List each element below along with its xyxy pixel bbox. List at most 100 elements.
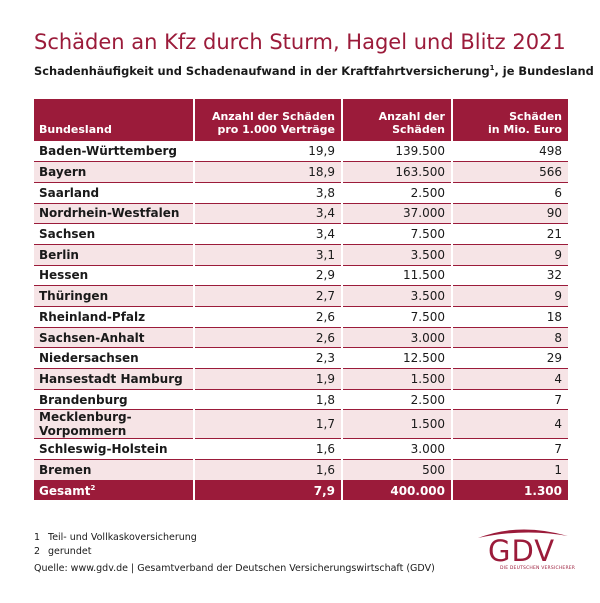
header-c3-line1: Schäden <box>509 110 562 123</box>
cell-value-2: 11.500 <box>341 265 452 287</box>
table-footer: Gesamt2 7,9 400.000 1.300 <box>34 480 568 501</box>
cell-value-1: 3,4 <box>193 223 342 245</box>
subtitle-text: Schadenhäufigkeit und Schadenaufwand in … <box>34 64 490 78</box>
cell-value-1: 1,6 <box>193 459 342 481</box>
total-footnote-ref: 2 <box>90 483 96 492</box>
footnote-2: 2 gerundet <box>34 545 197 559</box>
cell-bundesland: Berlin <box>34 244 194 266</box>
header-c2-line2: Schäden <box>392 123 445 136</box>
footnote-1: 1 Teil- und Vollkaskoversicherung <box>34 531 197 545</box>
cell-bundesland: Saarland <box>34 182 194 204</box>
table-row: Hessen 2,9 11.500 32 <box>34 265 568 287</box>
cell-bundesland: Bayern <box>34 161 194 183</box>
cell-value-1: 2,3 <box>193 347 342 370</box>
footnotes: 1 Teil- und Vollkaskoversicherung 2 gerund… <box>34 531 197 559</box>
total-row: Gesamt2 7,9 400.000 1.300 <box>34 480 568 501</box>
cell-value-2: 500 <box>341 459 452 481</box>
cell-value-1: 1,7 <box>193 409 342 440</box>
cell-value-2: 2.500 <box>341 389 452 411</box>
cell-bundesland: Niedersachsen <box>34 347 194 370</box>
footnote-1-num: 1 <box>34 532 41 543</box>
cell-value-1: 3,1 <box>193 244 342 266</box>
cell-bundesland: Baden-Württemberg <box>34 141 194 163</box>
subtitle-suffix: , je Bundesland <box>494 64 594 78</box>
cell-value-2: 139.500 <box>341 141 452 163</box>
table-header: Bundesland Anzahl der Schäden pro 1.000 V… <box>34 99 568 141</box>
cell-bundesland: Hessen <box>34 265 194 287</box>
cell-value-3: 6 <box>451 182 568 204</box>
cell-value-2: 2.500 <box>341 182 452 204</box>
cell-value-1: 2,9 <box>193 265 342 287</box>
cell-value-1: 18,9 <box>193 161 342 183</box>
cell-value-3: 498 <box>451 141 568 163</box>
header-c1-line2: pro 1.000 Verträge <box>217 123 335 136</box>
cell-value-3: 29 <box>451 347 568 370</box>
cell-value-3: 9 <box>451 285 568 307</box>
cell-value-1: 2,6 <box>193 327 342 349</box>
table-body: Baden-Württemberg 19,9 139.500 498 Bayern 18,… <box>34 141 568 481</box>
header-schaeden-mio-euro: Schäden in Mio. Euro <box>451 99 568 141</box>
footnote-2-num: 2 <box>34 546 41 557</box>
total-c3: 1.300 <box>451 480 568 501</box>
cell-value-2: 163.500 <box>341 161 452 183</box>
gdv-logo-text: GDV <box>488 534 556 568</box>
total-label-cell: Gesamt2 <box>34 480 194 501</box>
cell-bundesland: Rheinland-Pfalz <box>34 306 194 328</box>
gdv-logo-subtext: DIE DEUTSCHEN VERSICHERER <box>500 566 576 571</box>
cell-value-1: 1,9 <box>193 368 342 390</box>
table-row: Saarland 3,8 2.500 6 <box>34 182 568 204</box>
cell-bundesland: Sachsen-Anhalt <box>34 327 194 349</box>
cell-value-2: 3.500 <box>341 244 452 266</box>
cell-value-1: 1,8 <box>193 389 342 411</box>
cell-value-3: 18 <box>451 306 568 328</box>
cell-value-1: 19,9 <box>193 141 342 163</box>
cell-value-1: 2,6 <box>193 306 342 328</box>
page-subtitle: Schadenhäufigkeit und Schadenaufwand in … <box>34 64 594 78</box>
footnote-1-text: Teil- und Vollkaskoversicherung <box>48 532 197 543</box>
cell-value-2: 7.500 <box>341 306 452 328</box>
cell-bundesland: Thüringen <box>34 285 194 307</box>
table-row: Mecklenburg-Vorpommern 1,7 1.500 4 <box>34 409 568 440</box>
cell-value-2: 7.500 <box>341 223 452 245</box>
cell-value-3: 4 <box>451 409 568 440</box>
total-c1: 7,9 <box>193 480 342 501</box>
source-line: Quelle: www.gdv.de | Gesamtverband der D… <box>34 563 435 574</box>
cell-bundesland: Hansestadt Hamburg <box>34 368 194 390</box>
cell-bundesland: Brandenburg <box>34 389 194 411</box>
cell-value-3: 32 <box>451 265 568 287</box>
cell-value-3: 7 <box>451 389 568 411</box>
table-row: Thüringen 2,7 3.500 9 <box>34 285 568 307</box>
header-bundesland: Bundesland <box>34 99 194 141</box>
data-table: Bundesland Anzahl der Schäden pro 1.000 V… <box>34 99 568 501</box>
header-row: Bundesland Anzahl der Schäden pro 1.000 V… <box>34 99 568 141</box>
cell-value-3: 566 <box>451 161 568 183</box>
cell-bundesland: Schleswig-Holstein <box>34 438 194 461</box>
cell-value-3: 7 <box>451 438 568 461</box>
header-c3-line2: in Mio. Euro <box>487 123 562 136</box>
cell-value-3: 90 <box>451 203 568 225</box>
cell-value-2: 3.500 <box>341 285 452 307</box>
table-row: Baden-Württemberg 19,9 139.500 498 <box>34 141 568 163</box>
total-c2: 400.000 <box>341 480 452 501</box>
cell-bundesland: Nordrhein-Westfalen <box>34 203 194 225</box>
cell-bundesland: Mecklenburg-Vorpommern <box>34 409 194 440</box>
gdv-logo-swoosh <box>478 529 568 538</box>
cell-value-1: 3,8 <box>193 182 342 204</box>
cell-value-2: 3.000 <box>341 327 452 349</box>
cell-value-2: 37.000 <box>341 203 452 225</box>
table-row: Sachsen-Anhalt 2,6 3.000 8 <box>34 327 568 349</box>
total-label: Gesamt <box>39 483 91 498</box>
cell-bundesland: Bremen <box>34 459 194 481</box>
cell-value-2: 3.000 <box>341 438 452 461</box>
subtitle-footnote-ref: 1 <box>489 64 495 73</box>
header-schaeden-pro-vertraege: Anzahl der Schäden pro 1.000 Verträge <box>193 99 342 141</box>
cell-value-1: 3,4 <box>193 203 342 225</box>
table-row: Bremen 1,6 500 1 <box>34 459 568 481</box>
header-c2-line1: Anzahl der <box>378 110 445 123</box>
cell-value-3: 8 <box>451 327 568 349</box>
table-row: Rheinland-Pfalz 2,6 7.500 18 <box>34 306 568 328</box>
cell-value-2: 12.500 <box>341 347 452 370</box>
table-row: Schleswig-Holstein 1,6 3.000 7 <box>34 438 568 461</box>
header-c1-line1: Anzahl der Schäden <box>211 110 335 123</box>
table-row: Nordrhein-Westfalen 3,4 37.000 90 <box>34 203 568 225</box>
